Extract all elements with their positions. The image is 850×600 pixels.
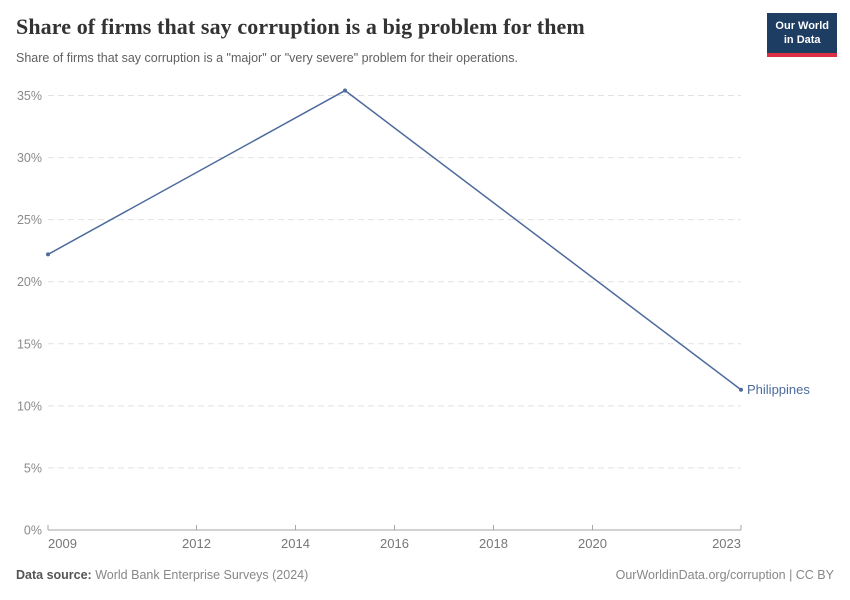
data-point-marker[interactable]	[343, 88, 347, 93]
y-axis-tick-label: 0%	[24, 524, 42, 538]
y-axis-tick-label: 5%	[24, 461, 42, 475]
y-axis-tick-label: 20%	[17, 275, 42, 289]
series-end-label: Philippines	[747, 382, 810, 397]
x-axis-tick-label: 2023	[712, 536, 741, 551]
y-axis-tick-label: 25%	[17, 213, 42, 227]
x-axis-tick-label: 2020	[578, 536, 607, 551]
y-axis-tick-label: 15%	[17, 337, 42, 351]
owid-logo[interactable]: Our World in Data	[767, 13, 837, 57]
data-source: Data source: World Bank Enterprise Surve…	[16, 568, 308, 582]
x-axis-tick-label: 2016	[380, 536, 409, 551]
x-axis-tick-label: 2009	[48, 536, 77, 551]
series-line[interactable]	[47, 89, 742, 391]
owid-logo-line1: Our World	[775, 20, 829, 32]
y-axis-tick-label: 30%	[17, 151, 42, 165]
data-source-value: World Bank Enterprise Surveys (2024)	[95, 568, 309, 582]
x-axis-tick-label: 2012	[182, 536, 211, 551]
y-axis-tick-label: 35%	[17, 89, 42, 103]
data-point-marker[interactable]	[739, 387, 743, 392]
chart-subtitle: Share of firms that say corruption is a …	[16, 51, 518, 65]
data-source-label: Data source:	[16, 568, 92, 582]
chart-footer: Data source: World Bank Enterprise Surve…	[16, 568, 834, 582]
x-axis-tick-label: 2018	[479, 536, 508, 551]
credit-link[interactable]: OurWorldinData.org/corruption | CC BY	[615, 568, 834, 582]
owid-logo-line2: in Data	[783, 34, 821, 47]
x-axis-tick-label: 2014	[281, 536, 310, 551]
y-axis-tick-label: 10%	[17, 399, 42, 413]
data-point-marker[interactable]	[46, 252, 50, 257]
page-title: Share of firms that say corruption is a …	[16, 14, 585, 39]
